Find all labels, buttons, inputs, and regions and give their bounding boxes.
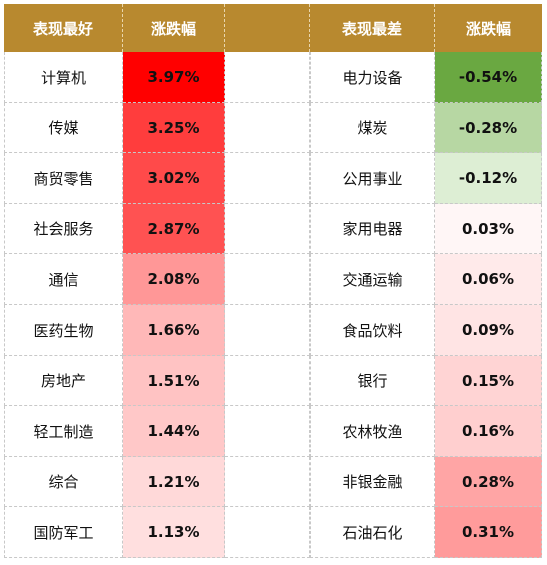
table-gap-cell — [225, 204, 310, 254]
worst-sector-change: 0.31% — [435, 507, 542, 558]
worst-sector-change: 0.16% — [435, 406, 542, 457]
worst-sector-change: 0.06% — [435, 254, 542, 305]
table-gap-cell — [225, 356, 310, 406]
best-sector-name: 传媒 — [4, 103, 123, 153]
sector-performance-table: 表现最好 涨跌幅 表现最差 涨跌幅 计算机 3.97% 电力设备 -0.54% 传媒 3.… — [4, 4, 542, 558]
table-gap-cell — [225, 52, 310, 103]
best-sector-change: 3.25% — [123, 103, 225, 153]
header-worst-change: 涨跌幅 — [435, 4, 542, 52]
table-gap-cell — [225, 103, 310, 153]
worst-sector-change: -0.54% — [435, 52, 542, 103]
worst-sector-name: 石油石化 — [310, 507, 435, 558]
best-sector-change: 2.87% — [123, 204, 225, 254]
worst-sector-name: 电力设备 — [310, 52, 435, 103]
worst-sector-name: 农林牧渔 — [310, 406, 435, 457]
best-sector-change: 2.08% — [123, 254, 225, 305]
best-sector-change: 1.66% — [123, 305, 225, 356]
table-gap-cell — [225, 153, 310, 204]
header-gap — [225, 4, 310, 52]
worst-sector-change: 0.28% — [435, 457, 542, 507]
worst-sector-name: 银行 — [310, 356, 435, 406]
best-sector-name: 房地产 — [4, 356, 123, 406]
worst-sector-name: 家用电器 — [310, 204, 435, 254]
worst-sector-change: -0.12% — [435, 153, 542, 204]
table-gap-cell — [225, 507, 310, 558]
best-sector-change: 1.44% — [123, 406, 225, 457]
worst-sector-name: 公用事业 — [310, 153, 435, 204]
worst-sector-change: 0.09% — [435, 305, 542, 356]
worst-sector-name: 交通运输 — [310, 254, 435, 305]
best-sector-change: 1.51% — [123, 356, 225, 406]
best-sector-name: 医药生物 — [4, 305, 123, 356]
header-worst-label: 表现最差 — [310, 4, 435, 52]
best-sector-name: 通信 — [4, 254, 123, 305]
best-sector-name: 计算机 — [4, 52, 123, 103]
worst-sector-change: -0.28% — [435, 103, 542, 153]
worst-sector-name: 煤炭 — [310, 103, 435, 153]
best-sector-change: 3.97% — [123, 52, 225, 103]
best-sector-name: 综合 — [4, 457, 123, 507]
best-sector-change: 1.21% — [123, 457, 225, 507]
best-sector-change: 3.02% — [123, 153, 225, 204]
best-sector-name: 社会服务 — [4, 204, 123, 254]
table-gap-cell — [225, 406, 310, 457]
table-gap-cell — [225, 305, 310, 356]
worst-sector-change: 0.15% — [435, 356, 542, 406]
header-best-label: 表现最好 — [4, 4, 123, 52]
worst-sector-change: 0.03% — [435, 204, 542, 254]
table-gap-cell — [225, 254, 310, 305]
table-gap-cell — [225, 457, 310, 507]
best-sector-name: 商贸零售 — [4, 153, 123, 204]
best-sector-name: 轻工制造 — [4, 406, 123, 457]
worst-sector-name: 非银金融 — [310, 457, 435, 507]
best-sector-change: 1.13% — [123, 507, 225, 558]
worst-sector-name: 食品饮料 — [310, 305, 435, 356]
best-sector-name: 国防军工 — [4, 507, 123, 558]
header-best-change: 涨跌幅 — [123, 4, 225, 52]
